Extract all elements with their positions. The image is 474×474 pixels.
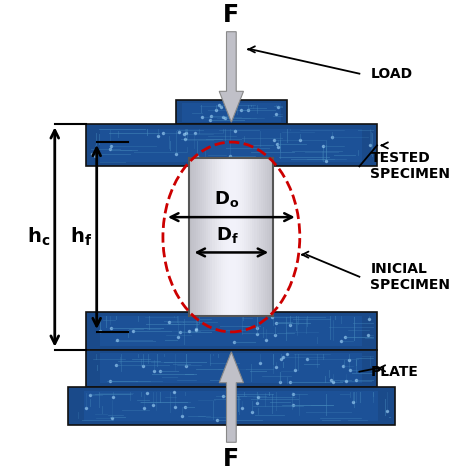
Text: $\mathbf{h_f}$: $\mathbf{h_f}$ (70, 226, 92, 248)
Bar (68, 387, 395, 425)
Bar (227, 157, 229, 317)
Bar (221, 157, 223, 317)
Bar (212, 157, 215, 317)
Bar (100, 128, 363, 162)
Text: $\mathbf{h_c}$: $\mathbf{h_c}$ (27, 226, 50, 248)
Bar (234, 157, 236, 317)
Bar (215, 157, 217, 317)
Bar (242, 157, 244, 317)
Text: $\mathbf{D_o}$: $\mathbf{D_o}$ (214, 189, 239, 209)
Bar (248, 157, 250, 317)
Bar (190, 157, 273, 317)
Text: INICIAL
SPECIMEN: INICIAL SPECIMEN (370, 262, 450, 292)
Text: $\mathbf{D_f}$: $\mathbf{D_f}$ (216, 225, 238, 245)
Bar (250, 157, 252, 317)
Bar (229, 157, 231, 317)
Bar (259, 157, 261, 317)
Polygon shape (219, 352, 244, 442)
Bar (256, 157, 259, 317)
Bar (100, 316, 363, 346)
Bar (190, 157, 191, 317)
Bar (265, 157, 267, 317)
Bar (217, 157, 219, 317)
Bar (182, 102, 281, 122)
Text: TESTED
SPECIMEN: TESTED SPECIMEN (370, 151, 450, 182)
Bar (84, 391, 378, 421)
Bar (223, 157, 225, 317)
Bar (244, 157, 246, 317)
Bar (210, 157, 212, 317)
Bar (202, 157, 204, 317)
Bar (86, 124, 377, 166)
Bar (271, 157, 273, 317)
Text: PLATE: PLATE (370, 365, 418, 379)
Bar (196, 157, 198, 317)
Bar (225, 157, 227, 317)
Bar (231, 157, 234, 317)
Bar (219, 157, 221, 317)
Bar (246, 157, 248, 317)
Bar (236, 157, 237, 317)
Bar (267, 157, 269, 317)
Bar (261, 157, 263, 317)
Bar (176, 100, 287, 124)
Bar (86, 350, 377, 387)
Text: F: F (223, 447, 239, 471)
Bar (255, 157, 256, 317)
Bar (200, 157, 202, 317)
Bar (206, 157, 208, 317)
Bar (240, 157, 242, 317)
Bar (198, 157, 200, 317)
Bar (252, 157, 255, 317)
Bar (263, 157, 265, 317)
Bar (237, 157, 240, 317)
Bar (269, 157, 271, 317)
Text: LOAD: LOAD (370, 67, 412, 81)
Bar (208, 157, 210, 317)
Bar (191, 157, 193, 317)
Bar (86, 312, 377, 350)
Bar (204, 157, 206, 317)
Polygon shape (219, 32, 244, 122)
Text: F: F (223, 3, 239, 27)
Bar (100, 353, 363, 383)
Bar (193, 157, 196, 317)
